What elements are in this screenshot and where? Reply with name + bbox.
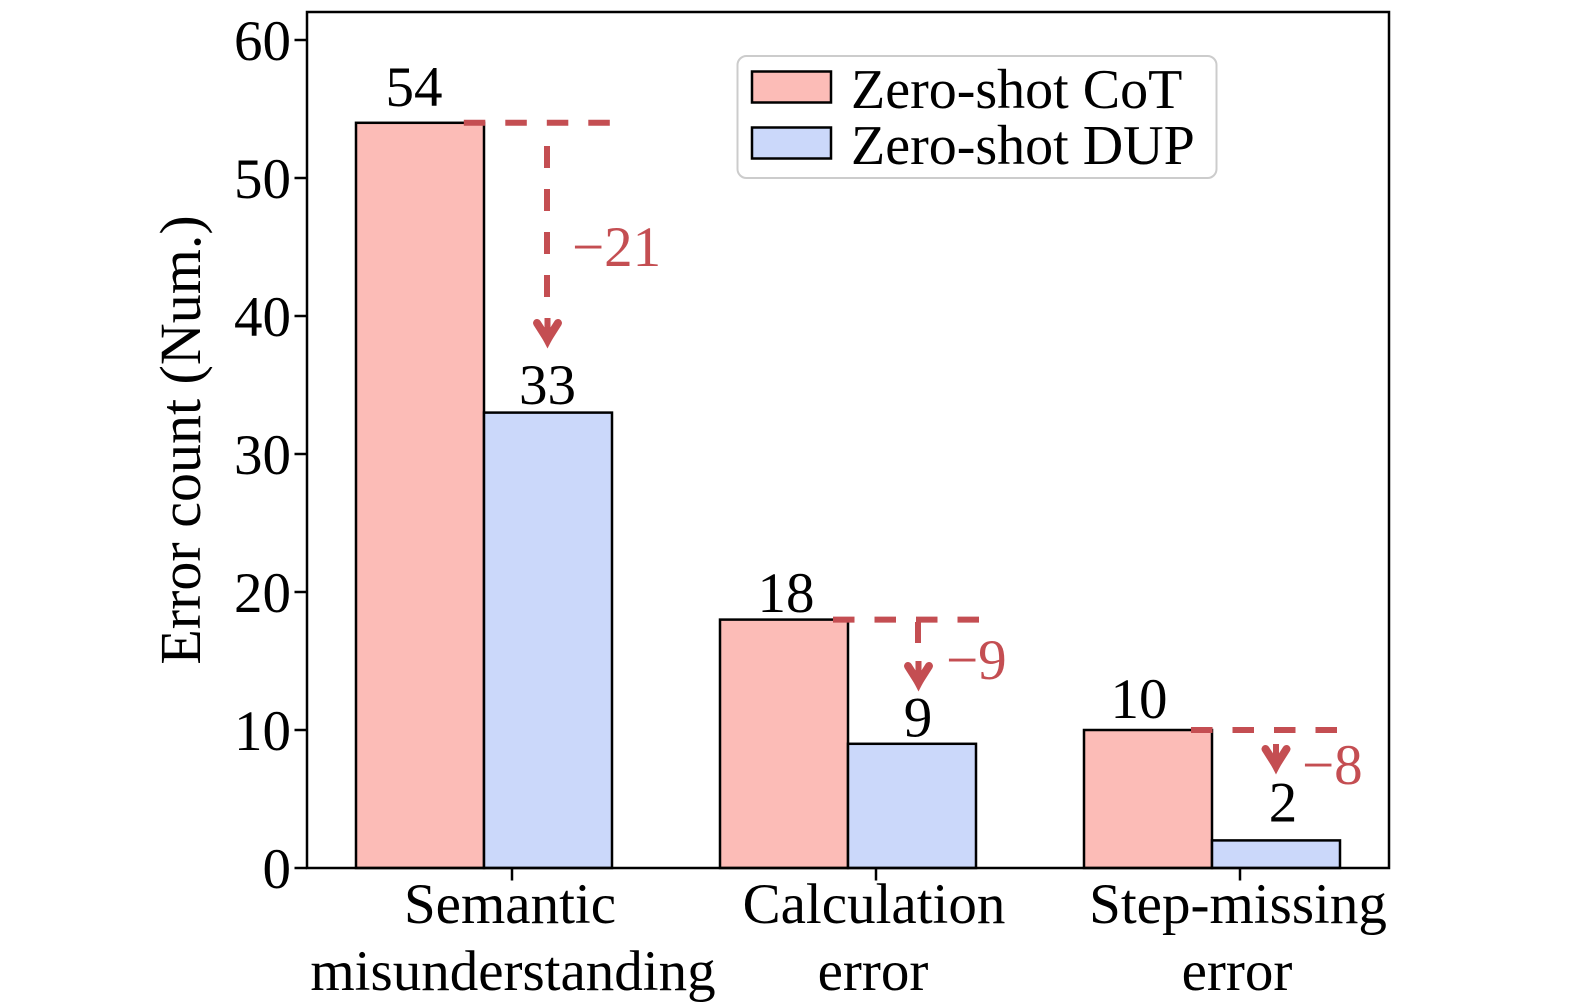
svg-text:Calculation: Calculation: [743, 873, 1006, 936]
svg-text:misunderstanding: misunderstanding: [310, 940, 715, 1003]
svg-text:Zero-shot CoT: Zero-shot CoT: [851, 59, 1182, 121]
svg-text:−21: −21: [572, 216, 661, 279]
svg-text:0: 0: [263, 838, 292, 901]
svg-text:20: 20: [234, 562, 291, 625]
svg-text:9: 9: [904, 687, 933, 750]
svg-text:Semantic: Semantic: [404, 873, 616, 936]
svg-text:33: 33: [519, 354, 576, 417]
svg-text:50: 50: [234, 148, 291, 211]
svg-text:error: error: [1182, 940, 1293, 1003]
svg-text:10: 10: [1111, 668, 1168, 731]
svg-text:Error count (Num.): Error count (Num.): [148, 215, 213, 664]
svg-text:60: 60: [234, 10, 291, 73]
svg-text:Step-missing: Step-missing: [1089, 873, 1387, 936]
svg-text:30: 30: [234, 424, 291, 487]
svg-text:40: 40: [234, 286, 291, 349]
svg-text:18: 18: [758, 562, 815, 625]
svg-text:10: 10: [234, 700, 291, 763]
svg-text:−9: −9: [946, 629, 1007, 692]
svg-text:Zero-shot DUP: Zero-shot DUP: [851, 115, 1195, 177]
svg-text:54: 54: [386, 56, 443, 119]
svg-text:error: error: [818, 940, 929, 1003]
svg-text:−8: −8: [1302, 734, 1363, 797]
svg-text:2: 2: [1269, 772, 1298, 835]
